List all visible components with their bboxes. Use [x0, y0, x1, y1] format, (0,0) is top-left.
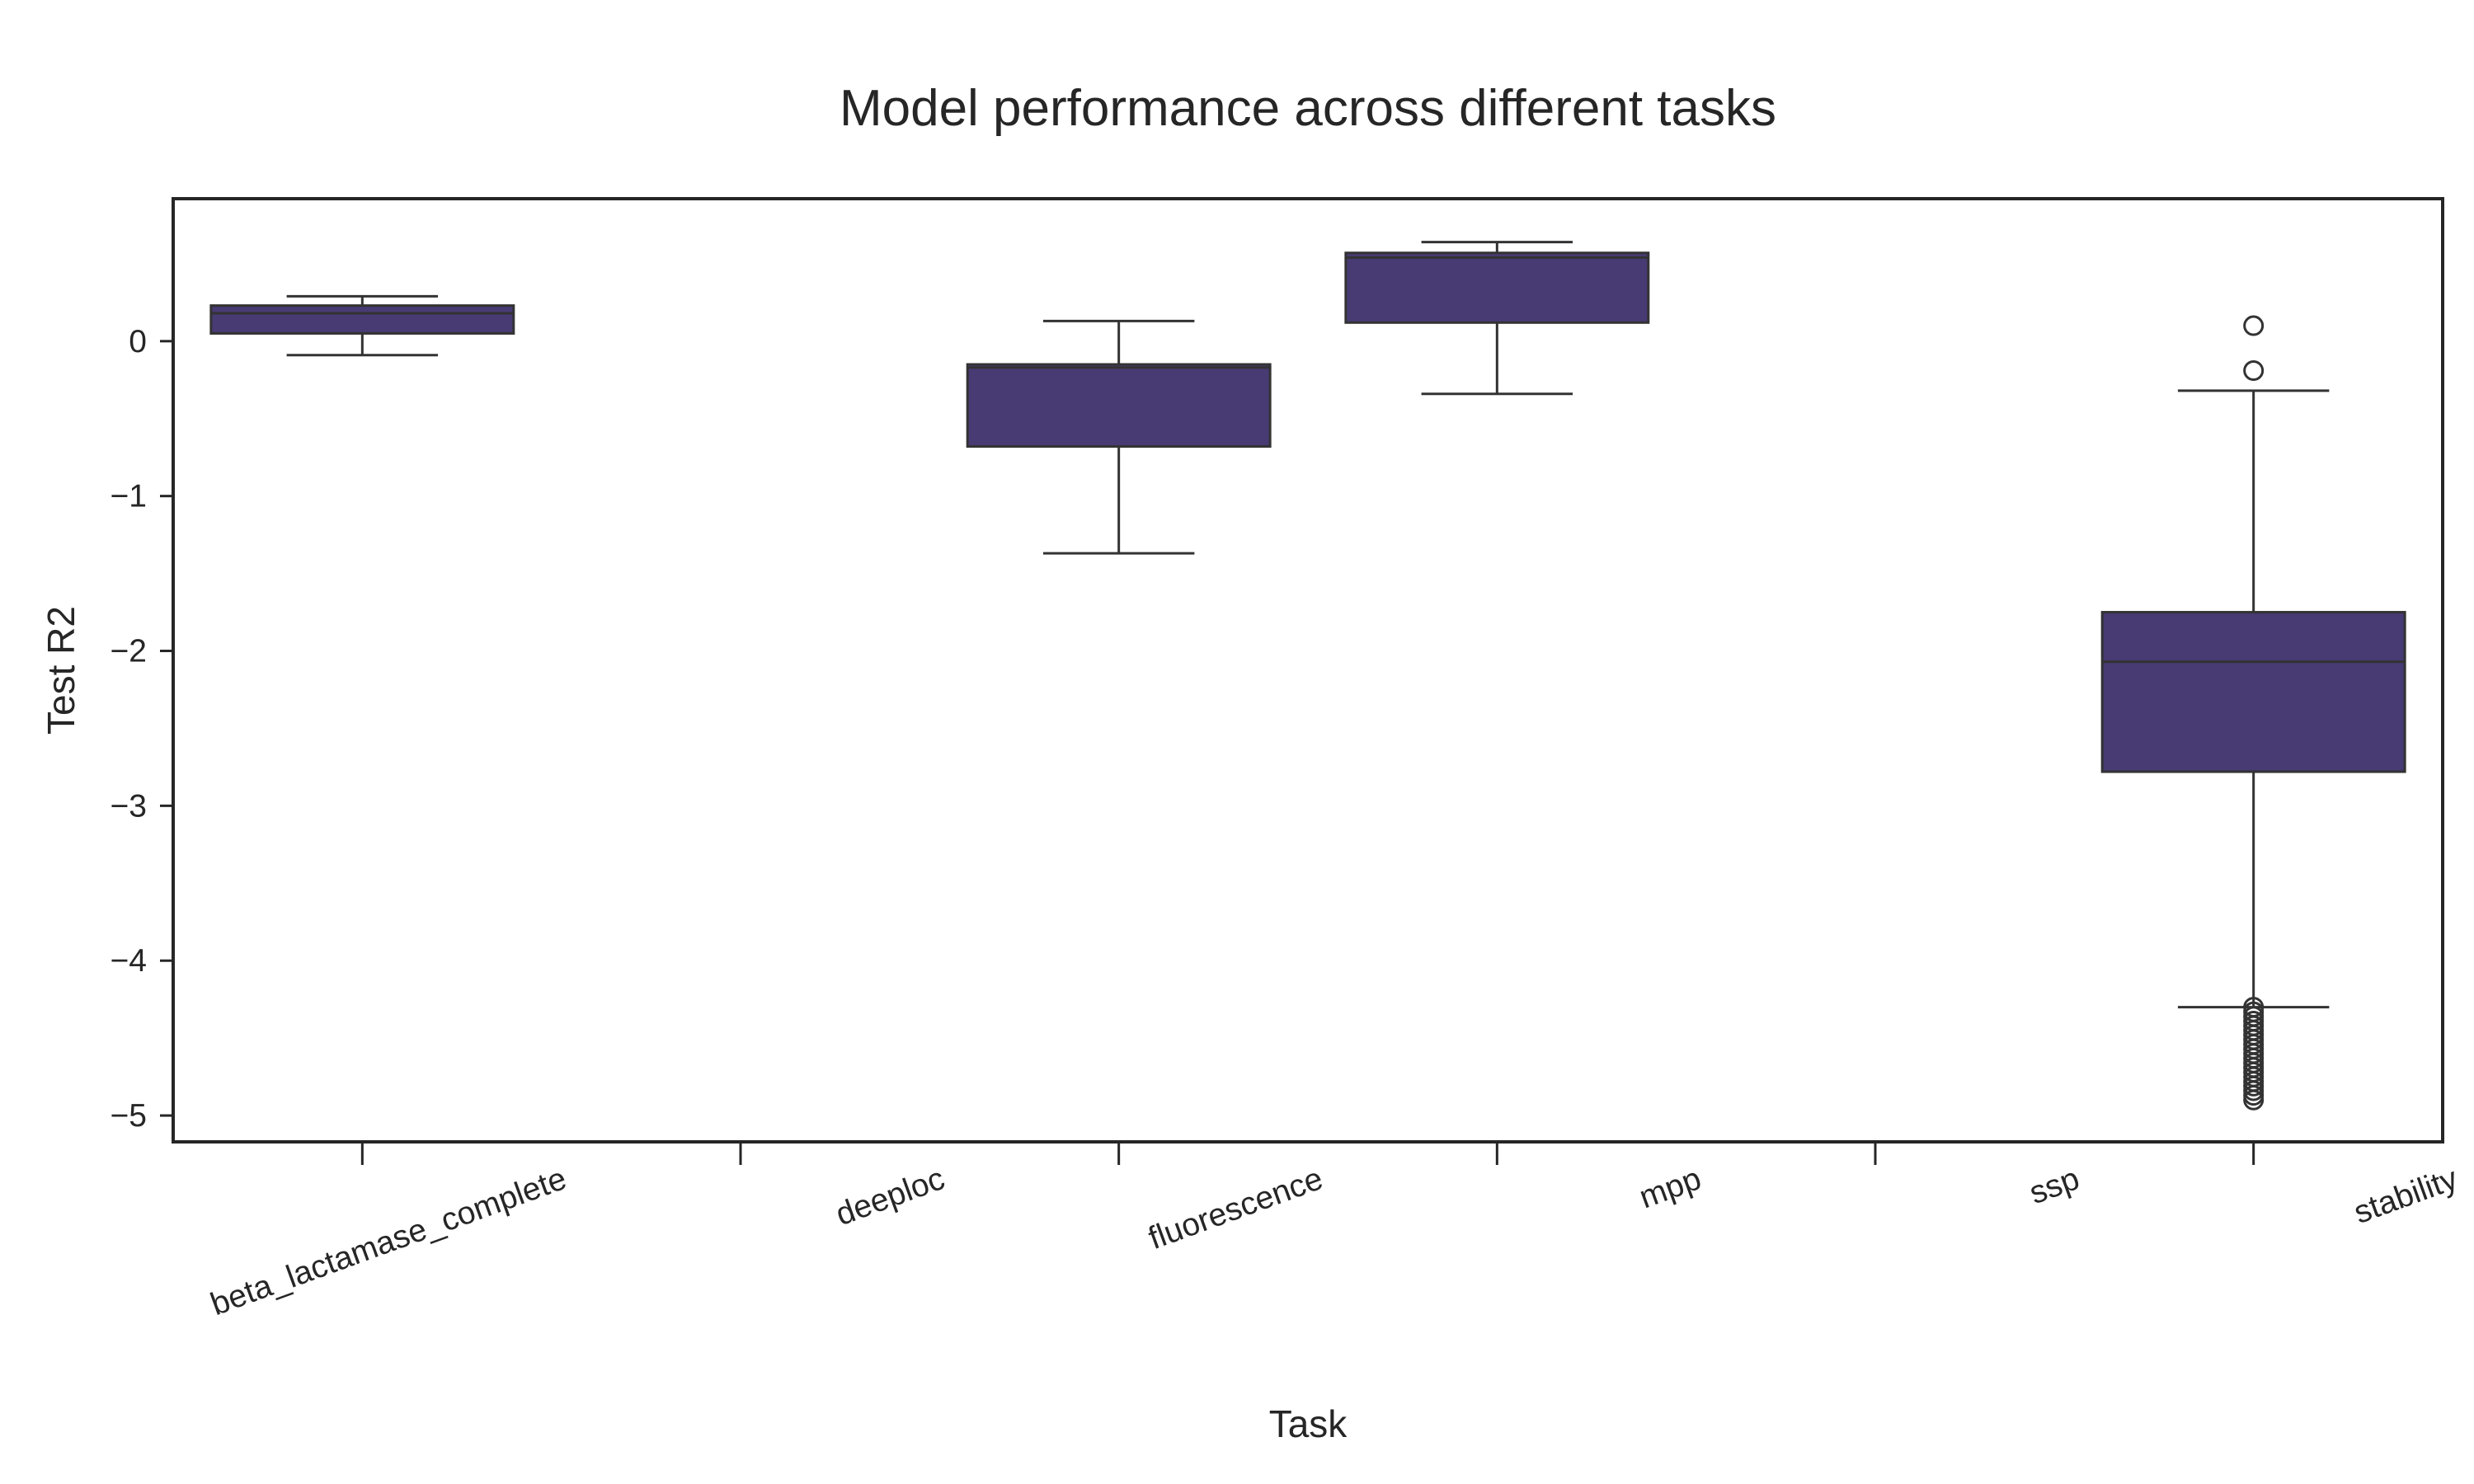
- box-mpp: [1344, 241, 1650, 396]
- iqr-box: [1344, 251, 1650, 324]
- x-tick-label: beta_lactamase_complete: [206, 1161, 571, 1322]
- x-axis: beta_lactamase_complete deeploc fluorescen…: [206, 1142, 2462, 1322]
- outlier-point: [2243, 360, 2265, 382]
- box-beta_lactamase_complete: [209, 294, 515, 357]
- iqr-box: [209, 304, 515, 335]
- box-stability: [2100, 315, 2406, 1111]
- x-axis-label: Task: [1269, 1402, 1348, 1445]
- y-tick-label: −4: [111, 943, 147, 979]
- y-tick-label: −3: [111, 788, 147, 824]
- y-axis: 0 −1 −2 −3 −4 −5: [111, 324, 173, 1134]
- x-tick-label: fluorescence: [1144, 1161, 1328, 1256]
- outlier-point: [2243, 1089, 2265, 1111]
- y-tick-label: 0: [129, 324, 147, 359]
- iqr-box: [966, 363, 1272, 448]
- x-tick-label: ssp: [2025, 1161, 2084, 1211]
- iqr-box: [2100, 611, 2406, 773]
- chart-title: Model performance across different tasks: [840, 80, 1776, 137]
- y-axis-label: Test R2: [40, 606, 82, 735]
- plot-frame: [172, 197, 2444, 1144]
- box-fluorescence: [966, 319, 1272, 555]
- plot-area: [209, 241, 2406, 1111]
- outlier-point: [2243, 315, 2265, 336]
- x-tick-label: deeploc: [831, 1161, 949, 1233]
- y-tick-label: −1: [111, 479, 147, 514]
- x-tick-label: mpp: [1634, 1161, 1705, 1215]
- y-tick-label: −2: [111, 634, 147, 669]
- x-tick-label: stability: [2349, 1161, 2462, 1231]
- y-tick-label: −5: [111, 1098, 147, 1134]
